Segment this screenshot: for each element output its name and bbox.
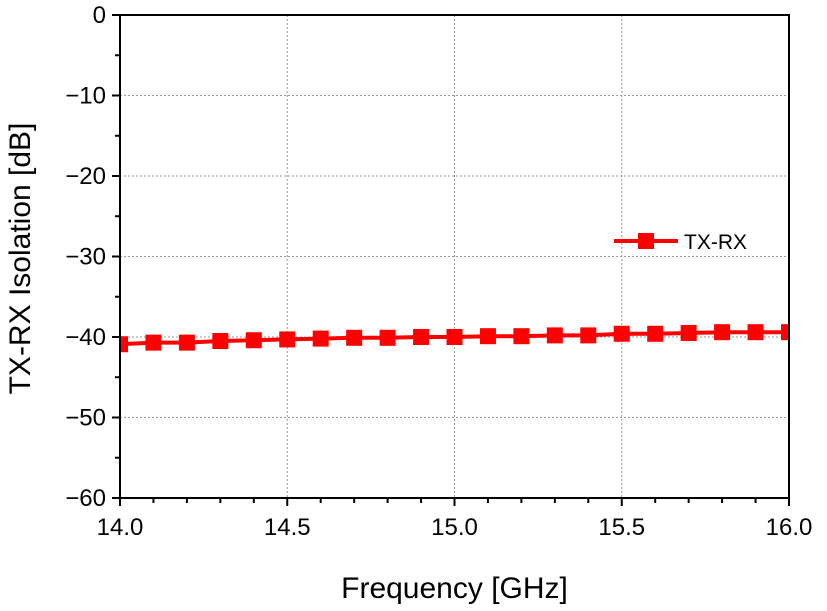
data-point bbox=[613, 325, 630, 342]
data-point bbox=[781, 324, 789, 341]
data-point bbox=[279, 331, 296, 348]
data-point bbox=[413, 329, 430, 345]
x-tick-label: 15.0 bbox=[431, 514, 478, 541]
data-point bbox=[379, 329, 396, 346]
legend-label: TX-RX bbox=[684, 231, 747, 254]
x-tick-label: 14.0 bbox=[97, 514, 144, 541]
data-point bbox=[647, 325, 664, 342]
y-axis-title: TX-RX Isolation [dB] bbox=[4, 123, 37, 395]
y-tick-label: −30 bbox=[65, 244, 106, 271]
legend: TX-RX bbox=[614, 231, 747, 254]
data-point bbox=[513, 328, 530, 345]
data-point bbox=[245, 332, 262, 349]
data-point bbox=[346, 329, 363, 346]
data-point bbox=[178, 334, 195, 351]
data-point bbox=[714, 324, 731, 341]
x-axis-title: Frequency [GHz] bbox=[341, 572, 568, 605]
plot-frame bbox=[119, 14, 790, 499]
data-point bbox=[546, 327, 563, 344]
data-point bbox=[680, 324, 697, 341]
grid-layer bbox=[120, 15, 789, 498]
x-tick-label: 15.5 bbox=[598, 514, 645, 541]
y-tick-label: −20 bbox=[65, 163, 106, 190]
data-point bbox=[145, 334, 162, 351]
data-point bbox=[312, 330, 329, 347]
data-point bbox=[580, 327, 597, 344]
y-tick-label: 0 bbox=[93, 2, 106, 29]
data-point bbox=[479, 328, 496, 345]
y-tick-label: −50 bbox=[65, 405, 106, 432]
x-tick-label: 16.0 bbox=[766, 514, 813, 541]
y-tick-label: −40 bbox=[65, 324, 106, 351]
data-point bbox=[446, 329, 463, 345]
legend-marker bbox=[638, 233, 654, 249]
series-layer bbox=[120, 324, 789, 353]
y-tick-label: −60 bbox=[65, 485, 106, 512]
x-tick-label: 14.5 bbox=[264, 514, 311, 541]
data-point bbox=[120, 336, 128, 353]
y-tick-label: −10 bbox=[65, 83, 106, 110]
data-point bbox=[212, 333, 229, 350]
series-tx-rx bbox=[120, 324, 789, 353]
data-point bbox=[747, 324, 764, 341]
